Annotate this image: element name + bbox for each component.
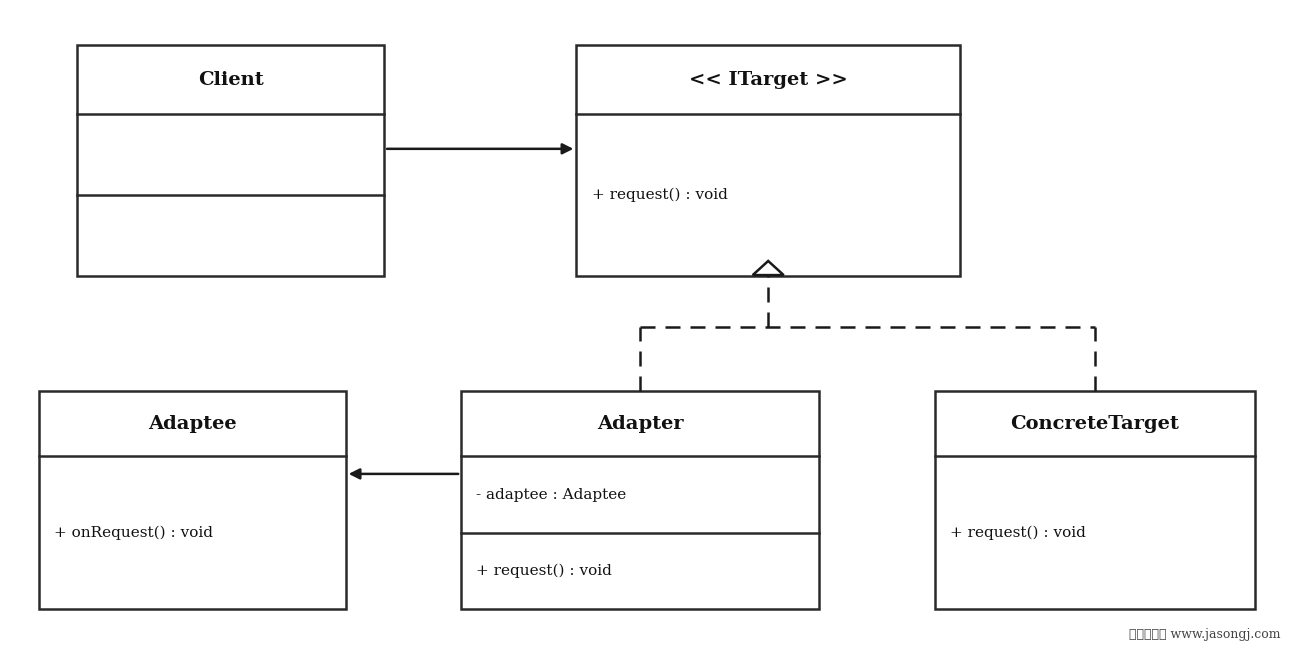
Text: + request() : void: + request() : void — [592, 188, 727, 202]
Text: + request() : void: + request() : void — [949, 526, 1085, 540]
Polygon shape — [752, 261, 784, 275]
Bar — [461, 391, 819, 609]
Text: + request() : void: + request() : void — [477, 564, 613, 578]
Bar — [576, 45, 960, 276]
Text: << ITarget >>: << ITarget >> — [688, 71, 848, 88]
Bar — [77, 45, 384, 276]
Text: 大数据架构 www.jasongj.com: 大数据架构 www.jasongj.com — [1128, 628, 1280, 641]
Text: Adaptee: Adaptee — [148, 415, 236, 433]
Bar — [935, 391, 1255, 609]
Text: - adaptee : Adaptee: - adaptee : Adaptee — [477, 488, 627, 502]
Bar — [39, 391, 346, 609]
Text: ConcreteTarget: ConcreteTarget — [1010, 415, 1179, 433]
Text: Client: Client — [197, 71, 264, 88]
Text: + onRequest() : void: + onRequest() : void — [54, 526, 213, 540]
Text: Adapter: Adapter — [597, 415, 683, 433]
